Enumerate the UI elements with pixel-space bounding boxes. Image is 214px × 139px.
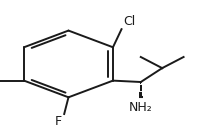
Text: F: F bbox=[55, 115, 62, 128]
Text: Cl: Cl bbox=[124, 15, 136, 28]
Text: NH₂: NH₂ bbox=[129, 101, 153, 114]
